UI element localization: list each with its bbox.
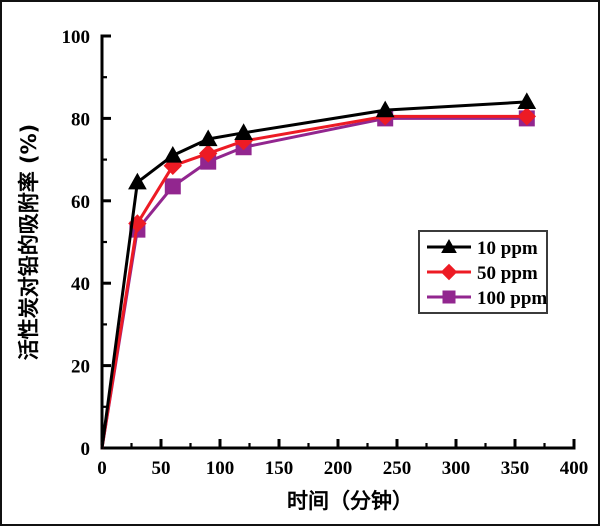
legend-entry-10-ppm[interactable]: 10 ppm: [427, 238, 538, 259]
x-tick-label: 350: [501, 458, 530, 479]
legend-entry-100-ppm[interactable]: 100 ppm: [427, 288, 547, 309]
y-axis-title: 活性炭对铅的吸附率 (%): [17, 124, 41, 361]
legend-label: 10 ppm: [477, 238, 538, 259]
marker-triangle: [234, 123, 253, 140]
y-tick-label: 80: [71, 109, 90, 130]
y-tick-label: 20: [71, 357, 90, 378]
marker-square: [164, 178, 181, 195]
series-10-ppm: [100, 92, 537, 450]
diamond-icon: [440, 263, 458, 281]
x-tick-label: 300: [442, 458, 471, 479]
y-tick-label: 40: [71, 274, 90, 295]
x-tick-label: 50: [152, 458, 171, 479]
marker-triangle: [375, 100, 395, 118]
marker-triangle: [517, 92, 537, 110]
x-tick-label: 150: [265, 458, 294, 479]
y-tick-label: 100: [62, 27, 91, 48]
data-series: [100, 92, 537, 450]
triangle-icon: [441, 238, 457, 253]
x-tick-label: 400: [560, 458, 589, 479]
legend-label: 100 ppm: [477, 288, 547, 309]
marker-triangle: [198, 129, 218, 147]
x-tick-label: 100: [206, 458, 235, 479]
x-tick-label: 200: [324, 458, 353, 479]
tick-labels: 0 50 100 150 200 250 300 350 400 0 20 40 60 80 100: [62, 27, 589, 479]
y-tick-label: 0: [81, 439, 91, 460]
legend-entry-50-ppm[interactable]: 50 ppm: [427, 263, 538, 284]
marker-triangle: [128, 172, 147, 190]
marker-diamond: [198, 144, 218, 163]
x-tick-label: 250: [383, 458, 412, 479]
x-tick-label: 0: [97, 458, 107, 479]
y-tick-label: 60: [71, 192, 90, 213]
x-axis-title: 时间（分钟）: [287, 489, 413, 513]
marker-triangle: [163, 145, 183, 163]
legend-label: 50 ppm: [477, 263, 538, 284]
square-icon: [442, 290, 456, 304]
axis-titles: 时间（分钟） 活性炭对铅的吸附率 (%): [17, 124, 413, 513]
chart-legend: 10 ppm 50 ppm 100 ppm: [418, 230, 548, 314]
marker-diamond: [517, 107, 537, 126]
